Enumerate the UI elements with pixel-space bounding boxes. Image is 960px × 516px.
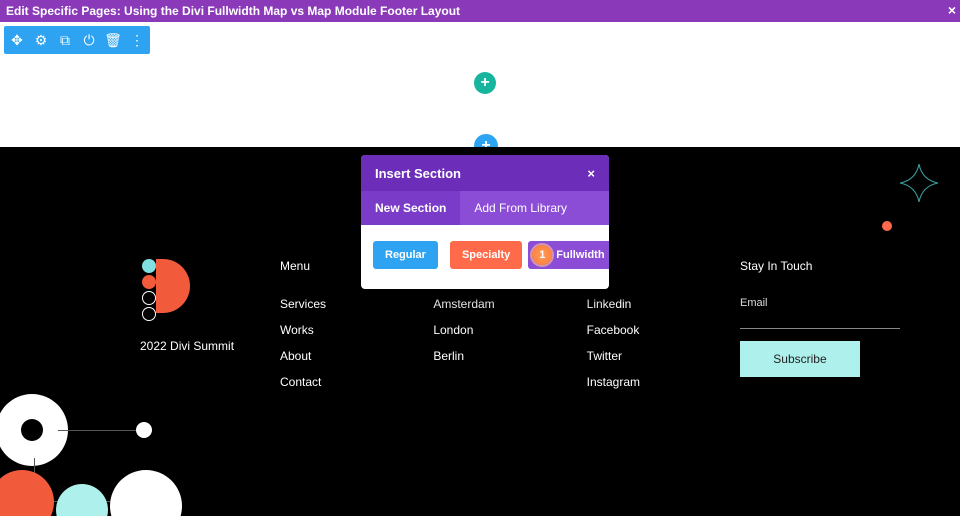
close-icon[interactable]: × <box>587 166 595 181</box>
city-link[interactable]: Amsterdam <box>433 297 586 311</box>
fullwidth-button[interactable]: 1 Fullwidth <box>528 241 609 269</box>
city-link[interactable]: London <box>433 323 586 337</box>
close-icon[interactable]: × <box>948 2 956 18</box>
footer-social-col: Linkedin Facebook Twitter Instagram <box>587 259 740 401</box>
menu-link[interactable]: About <box>280 349 433 363</box>
more-icon[interactable]: ⋮ <box>130 32 144 49</box>
settings-icon[interactable]: ⚙ <box>34 32 48 49</box>
footer-brand: 2022 Divi Summit <box>140 339 280 353</box>
stay-heading: Stay In Touch <box>740 259 900 273</box>
footer-logo <box>140 259 210 327</box>
add-row-button[interactable]: + <box>474 72 496 94</box>
footer-subscribe-col: Stay In Touch Email Subscribe <box>740 259 900 401</box>
menu-link[interactable]: Contact <box>280 375 433 389</box>
deco-circle <box>110 470 182 516</box>
section-toolbar: ✥ ⚙ ⧉ ⏻ 🗑 ⋮ <box>4 26 150 54</box>
tab-new-section[interactable]: New Section <box>361 191 460 225</box>
regular-button[interactable]: Regular <box>373 241 438 269</box>
duplicate-icon[interactable]: ⧉ <box>58 32 72 49</box>
step-callout: 1 <box>532 245 552 265</box>
social-link[interactable]: Twitter <box>587 349 740 363</box>
tab-add-from-library[interactable]: Add From Library <box>460 191 581 225</box>
dot-decoration <box>882 221 892 231</box>
insert-section-modal: Insert Section × New Section Add From Li… <box>361 155 609 289</box>
menu-link[interactable]: Services <box>280 297 433 311</box>
social-link[interactable]: Facebook <box>587 323 740 337</box>
builder-header: Edit Specific Pages: Using the Divi Full… <box>0 0 960 22</box>
city-link[interactable]: Berlin <box>433 349 586 363</box>
deco-line <box>58 430 142 431</box>
footer-logo-col: 2022 Divi Summit <box>140 259 280 401</box>
specialty-button[interactable]: Specialty <box>450 241 522 269</box>
email-input[interactable] <box>740 315 900 329</box>
trash-icon[interactable]: 🗑 <box>106 32 120 49</box>
deco-circle <box>0 470 54 516</box>
modal-tabs: New Section Add From Library <box>361 191 609 225</box>
power-icon[interactable]: ⏻ <box>82 32 96 49</box>
diamond-decoration <box>898 162 940 204</box>
footer-section: 2022 Divi Summit Menu Services Works Abo… <box>0 147 960 516</box>
fullwidth-label: Fullwidth <box>556 249 604 261</box>
header-title: Edit Specific Pages: Using the Divi Full… <box>6 4 460 18</box>
deco-dot <box>136 422 152 438</box>
social-link[interactable]: Instagram <box>587 375 740 389</box>
modal-body: Regular Specialty 1 Fullwidth <box>361 225 609 289</box>
email-label: Email <box>740 297 900 309</box>
deco-circle <box>56 484 108 516</box>
modal-title: Insert Section <box>375 166 461 181</box>
social-link[interactable]: Linkedin <box>587 297 740 311</box>
menu-link[interactable]: Works <box>280 323 433 337</box>
move-icon[interactable]: ✥ <box>10 32 24 49</box>
subscribe-button[interactable]: Subscribe <box>740 341 860 377</box>
modal-header: Insert Section × <box>361 155 609 191</box>
